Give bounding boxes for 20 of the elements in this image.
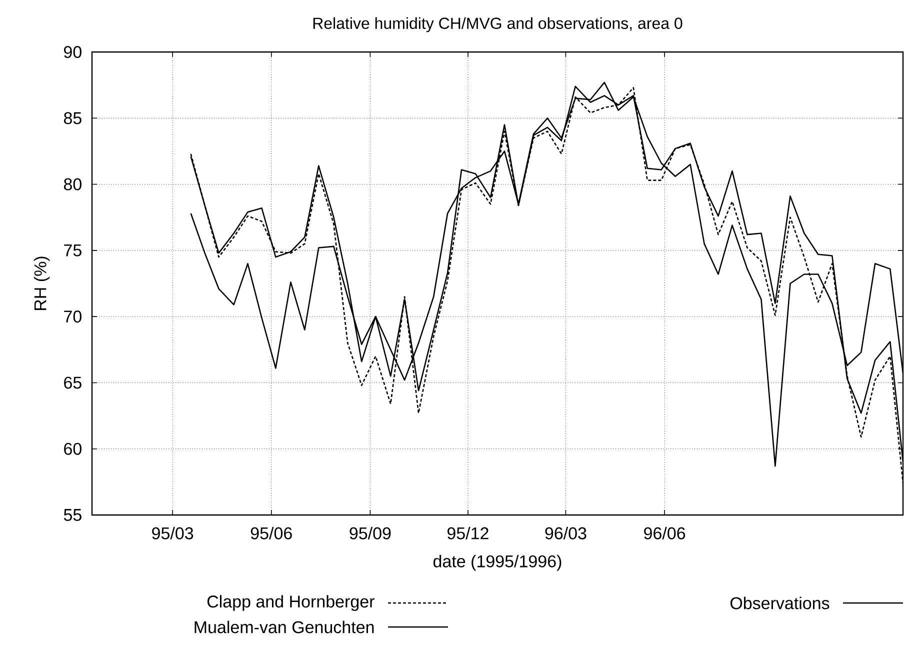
x-tick-label: 95/09 xyxy=(350,526,391,540)
chart-title: Relative humidity CH/MVG and observations, area 0 xyxy=(313,17,682,32)
y-axis-title: RH (%) xyxy=(34,256,50,310)
x-tick-label: 95/03 xyxy=(152,526,194,540)
x-tick-label: 95/06 xyxy=(250,526,292,540)
y-tick-label: 55 xyxy=(64,509,82,521)
x-tick-label: 96/06 xyxy=(644,526,686,540)
x-tick-label: 95/12 xyxy=(447,526,488,540)
y-tick-label: 75 xyxy=(64,244,82,256)
y-tick-label: 60 xyxy=(64,442,82,455)
legend-label: Observations xyxy=(730,596,830,610)
legend-label: Clapp and Hornberger xyxy=(207,595,374,611)
x-axis-title: date (1995/1996) xyxy=(433,554,562,571)
y-tick-label: 65 xyxy=(64,376,82,389)
y-tick-label: 85 xyxy=(64,112,82,124)
y-tick-label: 70 xyxy=(64,310,82,323)
x-tick-label: 96/03 xyxy=(545,526,586,540)
legend-label: Mualem-van Genuchten xyxy=(194,620,374,634)
y-tick-label: 90 xyxy=(64,46,82,58)
y-tick-label: 80 xyxy=(64,178,82,190)
